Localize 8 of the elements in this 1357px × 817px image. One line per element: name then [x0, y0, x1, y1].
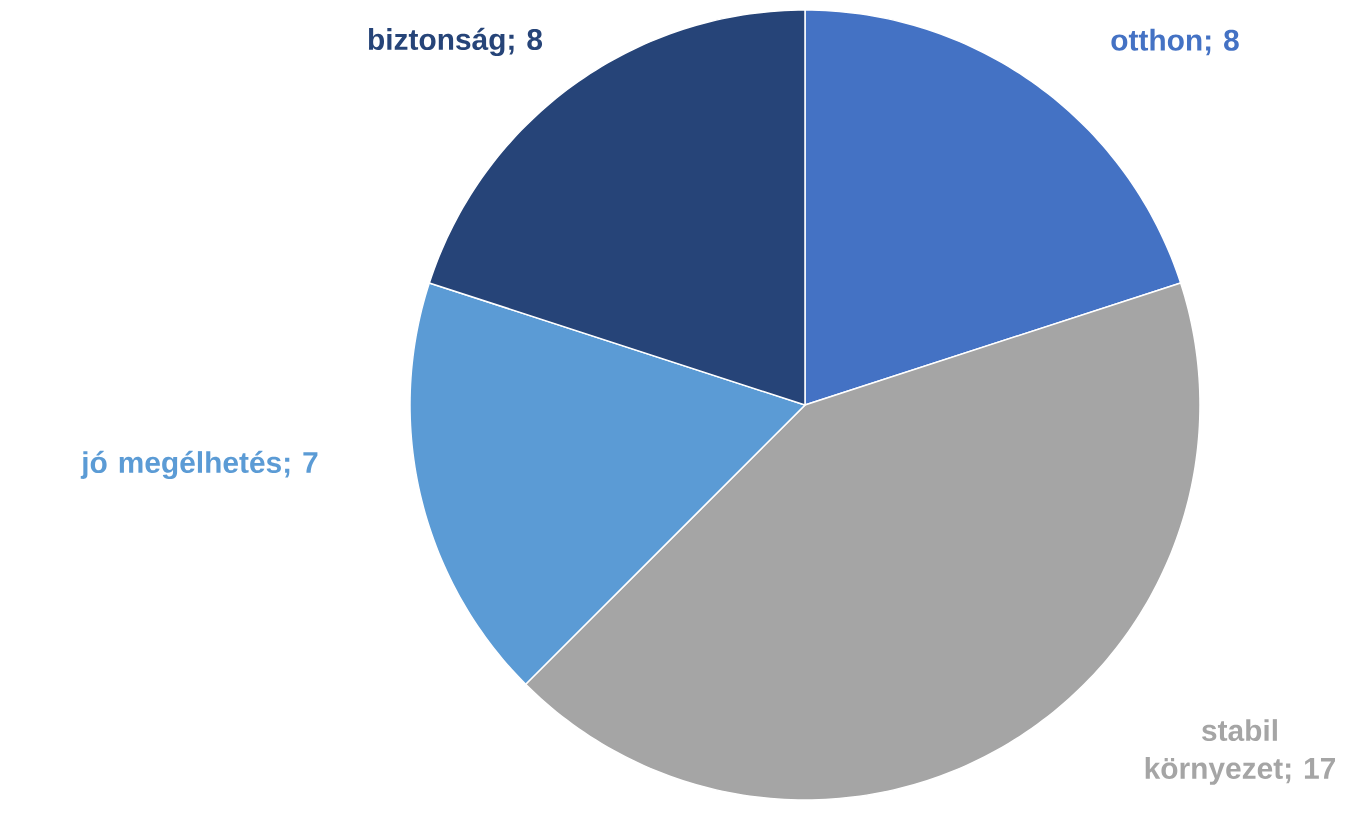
slice-label: stabil környezet [1145, 719, 1283, 785]
slice-label: otthon [1111, 28, 1202, 51]
data-label: ; 8 [1206, 29, 1239, 56]
data-label: ; 17 [1286, 758, 1336, 784]
data-label: ; 7 [285, 452, 318, 478]
slice-label: biztonság [368, 27, 505, 57]
slice-label: jó megélhetés [80, 450, 281, 480]
data-label: ; 8 [509, 28, 543, 55]
